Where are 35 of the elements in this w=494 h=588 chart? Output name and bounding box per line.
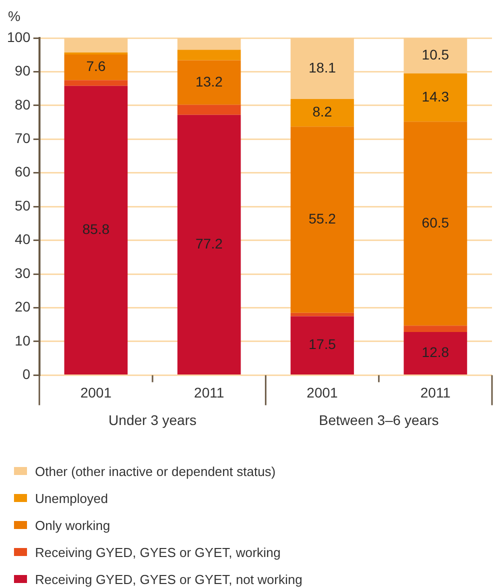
data-label: 17.5 — [308, 336, 336, 352]
data-label: 7.6 — [86, 58, 106, 74]
y-tick-label: 30 — [14, 264, 31, 281]
text: Between 3–6 years — [318, 412, 439, 428]
legend-label: Unemployed — [35, 490, 108, 506]
x-tick-label: 2001 — [80, 384, 112, 400]
data-label: 18.1 — [308, 59, 336, 76]
y-tick-label: 60 — [14, 164, 31, 180]
y-axis-title: % — [8, 8, 20, 24]
y-tick-label: 80 — [14, 96, 31, 112]
y-tick-label: 40 — [14, 231, 31, 248]
y-tick-label: 20 — [14, 298, 31, 315]
data-label: 85.8 — [82, 221, 110, 238]
y-tick-label: 50 — [14, 197, 31, 214]
text: Under 3 years — [108, 412, 196, 428]
x-tick-label: 2011 — [194, 384, 224, 400]
data-label: 77.2 — [195, 236, 223, 252]
y-tick-label: 90 — [14, 62, 31, 79]
legend-label: Receiving GYED, GYES or GYET, working — [35, 544, 281, 560]
x-tick-label: 2011 — [420, 384, 451, 400]
data-label: 8.2 — [312, 104, 332, 120]
y-tick-label: 10 — [14, 332, 31, 348]
data-label: 60.5 — [422, 214, 450, 230]
legend-label: Only working — [35, 518, 110, 532]
y-tick-label: 0 — [22, 366, 31, 382]
data-label: 55.2 — [308, 210, 336, 227]
data-label: 12.8 — [422, 344, 450, 360]
data-label: 14.3 — [422, 88, 450, 104]
x-tick-label: 2001 — [306, 384, 338, 400]
legend-label: Other (other inactive or dependent status) — [35, 464, 276, 478]
data-label: 13.2 — [195, 73, 223, 90]
legend-label: Receiving GYED, GYES or GYET, not working — [35, 572, 302, 586]
data-label: 10.5 — [422, 46, 450, 63]
y-tick-label: 100 — [7, 28, 31, 45]
y-tick-label: 70 — [14, 130, 31, 146]
